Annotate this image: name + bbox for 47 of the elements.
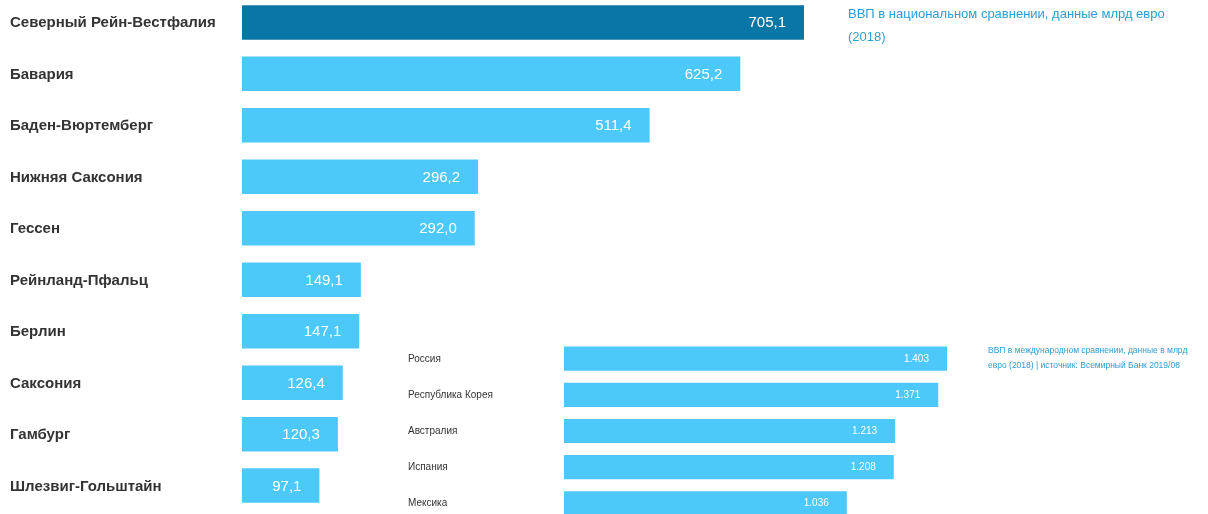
- bar: [242, 416, 338, 452]
- bar: [564, 346, 947, 371]
- y-tick-label: Берлин: [10, 322, 66, 340]
- bar: [242, 365, 343, 400]
- data-label: 1.213: [852, 425, 878, 436]
- y-tick-label: Республика Корея: [408, 388, 493, 400]
- bar: [242, 159, 479, 195]
- data-label: 296,2: [422, 167, 461, 185]
- data-label: 126,4: [287, 373, 325, 391]
- data-label: 1.036: [803, 497, 830, 509]
- data-label: 1.371: [895, 388, 921, 400]
- y-tick-label: Гамбург: [10, 425, 71, 443]
- bar: [242, 468, 320, 503]
- data-label: 149,1: [305, 270, 343, 288]
- bar: [564, 491, 847, 514]
- data-label: 120,3: [282, 425, 320, 443]
- bar: [564, 455, 894, 480]
- data-label: 511,4: [595, 116, 632, 134]
- y-tick-label: Австралия: [408, 425, 458, 436]
- y-tick-label: Мексика: [408, 497, 448, 509]
- y-tick-label: Гессен: [10, 219, 60, 237]
- data-label: 705,1: [748, 13, 786, 31]
- y-tick-label: Испания: [408, 461, 448, 473]
- text: ВВП в международном сравнении, данные в млрд евро (2018) | источник: Всемирный Банк 2019/08: [988, 345, 1188, 370]
- y-tick-label: Северный Рейн-Вестфалия: [10, 13, 216, 31]
- data-label: 147,1: [303, 322, 342, 340]
- bar: [564, 382, 939, 407]
- text: ВВП в национальном сравнении, данные млрд евро (2018): [848, 6, 1165, 44]
- y-tick-label: Саксония: [10, 373, 82, 391]
- data-label: 292,0: [419, 219, 457, 237]
- data-label: 97,1: [272, 476, 302, 494]
- y-tick-label: Баден-Вюртемберг: [10, 116, 154, 134]
- y-tick-label: Нижняя Саксония: [10, 167, 143, 185]
- data-label: 1.403: [903, 352, 930, 364]
- bar: [242, 5, 804, 40]
- bar: [242, 108, 650, 143]
- bar: [242, 211, 475, 246]
- data-label: 1.208: [850, 461, 877, 473]
- bar: [242, 313, 360, 349]
- y-tick-label: Бавария: [10, 64, 74, 82]
- bar: [564, 418, 896, 444]
- bar: [242, 56, 741, 92]
- data-label: 625,2: [684, 64, 723, 82]
- y-tick-label: Шлезвиг-Гольштайн: [10, 476, 162, 494]
- y-tick-label: Рейнланд-Пфальц: [10, 270, 149, 288]
- bar: [242, 262, 361, 297]
- y-tick-label: Россия: [408, 352, 441, 364]
